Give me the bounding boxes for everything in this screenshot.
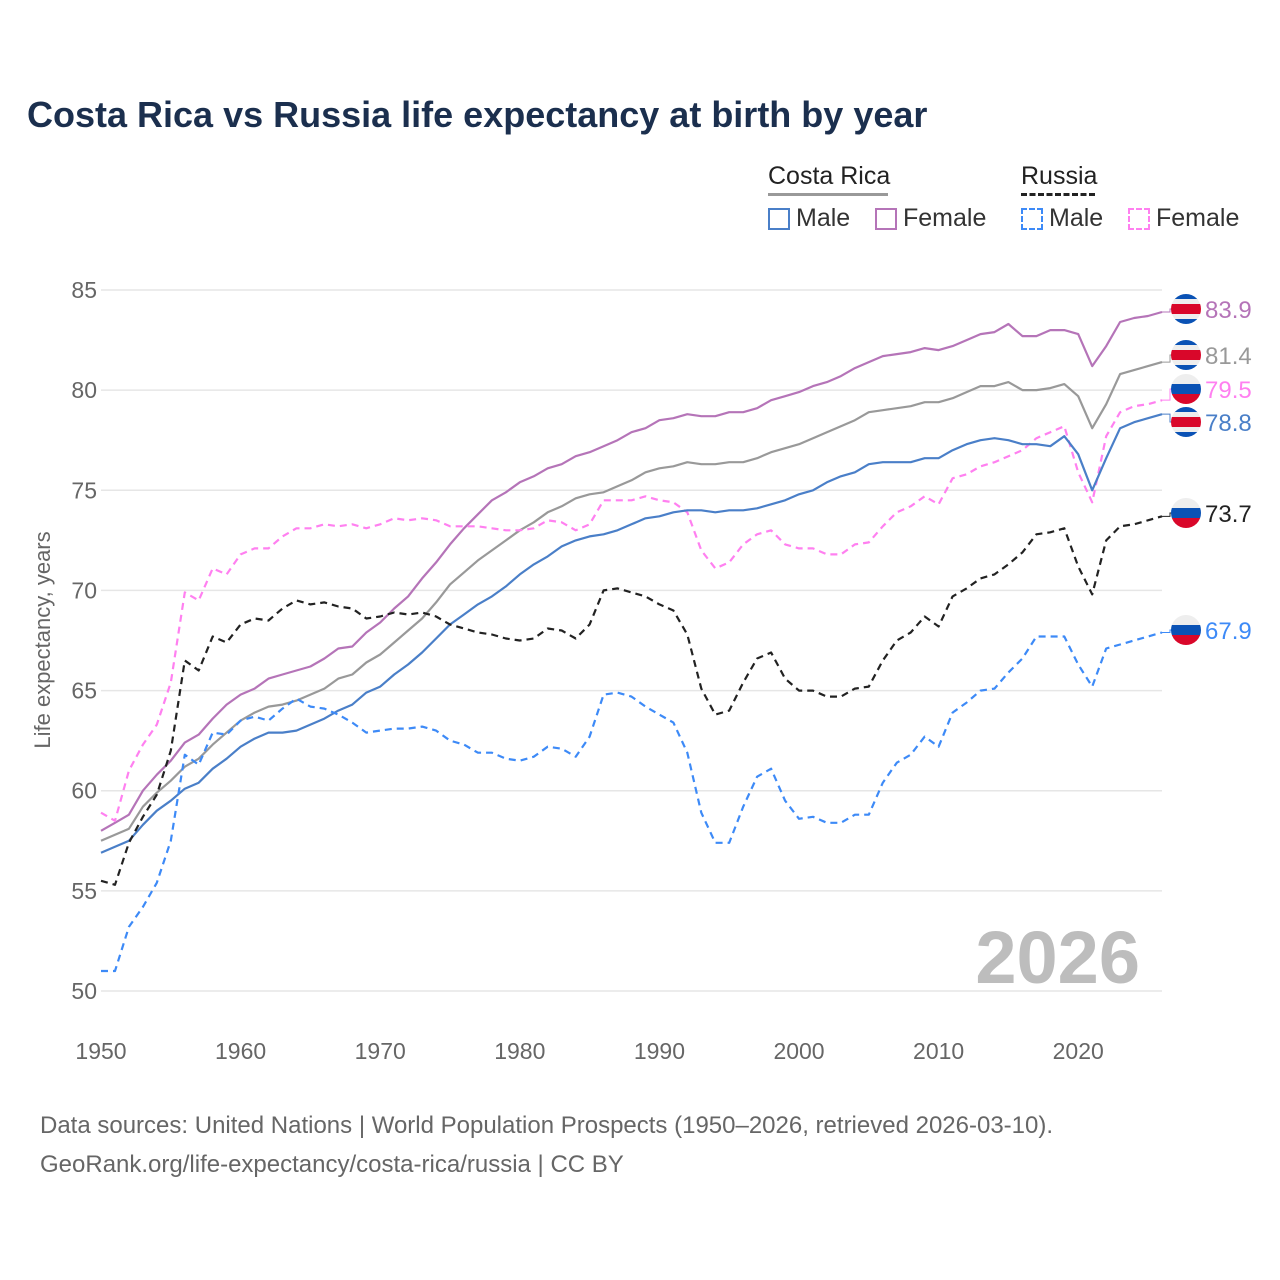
legend-swatch (768, 207, 790, 230)
costa-rica-flag-icon (1171, 340, 1201, 370)
legend-item-cr-female: Female (875, 204, 986, 233)
end-value-label: 81.4 (1205, 343, 1252, 370)
source-link[interactable]: GeoRank.org/life-expectancy/costa-rica/r… (40, 1151, 624, 1178)
series-line-russia-male (101, 631, 1163, 973)
y-tick-label: 70 (71, 577, 97, 603)
series-line-russia-female (100, 399, 1163, 822)
gridlines (101, 289, 1162, 992)
russia-flag-icon (1171, 615, 1201, 645)
legend-dashed-line (1021, 193, 1095, 196)
legend-label: Male (796, 204, 851, 232)
costa-rica-flag-icon (1171, 294, 1201, 324)
legend-swatch (1128, 207, 1150, 230)
legend-item-ru-female: Female (1128, 204, 1239, 233)
legend-label: Female (903, 204, 987, 232)
legend-group-russia: Russia (1021, 162, 1097, 196)
end-value-label: 67.9 (1205, 618, 1252, 645)
x-tick-label: 2000 (773, 1038, 824, 1064)
y-tick-label: 75 (71, 477, 97, 503)
y-axis-label: Life expectancy, years (30, 531, 55, 748)
legend-label: Male (1049, 204, 1104, 232)
y-tick-label: 60 (71, 778, 97, 804)
costa-rica-flag-icon (1171, 407, 1201, 437)
series-line-costa-rica-total (100, 361, 1163, 842)
y-tick-label: 85 (71, 277, 97, 303)
y-tick-label: 65 (71, 678, 97, 704)
series-lines (100, 310, 1163, 973)
x-tick-label: 1990 (634, 1038, 685, 1064)
legend-item-cr-male: Male (768, 204, 850, 233)
russia-flag-icon (1171, 374, 1201, 404)
x-tick-label: 1970 (355, 1038, 406, 1064)
data-source: Data sources: United Nations | World Pop… (40, 1112, 1054, 1139)
y-tick-label: 50 (71, 978, 97, 1004)
series-line-costa-rica-male (100, 413, 1163, 854)
x-tick-label: 1960 (215, 1038, 266, 1064)
legend-group-label: Russia (1021, 162, 1098, 190)
series-line-costa-rica-female (100, 310, 1163, 832)
chart-title: Costa Rica vs Russia life expectancy at … (27, 94, 928, 135)
x-tick-label: 2020 (1053, 1038, 1104, 1064)
legend-swatch (875, 207, 897, 230)
end-value-label: 78.8 (1205, 410, 1252, 437)
russia-flag-icon (1171, 498, 1201, 528)
x-tick-label: 2010 (913, 1038, 964, 1064)
end-value-label: 79.5 (1205, 377, 1252, 404)
y-tick-label: 80 (71, 377, 97, 403)
end-labels: 83.9 81.4 79.5 78.8 73.7 67.9 (1162, 294, 1252, 645)
legend-solid-line (768, 193, 888, 196)
end-value-label: 83.9 (1205, 297, 1252, 324)
x-tick-label: 1950 (75, 1038, 126, 1064)
footer: Data sources: United Nations | World Pop… (40, 1106, 1053, 1184)
axis-ticks: 50 55 60 65 70 75 80 85 1950 1960 1970 1980 1990 2000… (71, 277, 1103, 1064)
legend-group-label: Costa Rica (768, 162, 891, 190)
series-line-russia-total (100, 515, 1163, 886)
legend-label: Female (1156, 204, 1240, 232)
y-tick-label: 55 (71, 878, 97, 904)
legend-swatch (1021, 207, 1043, 230)
legend-group-costa-rica: Costa Rica (768, 162, 890, 196)
x-tick-label: 1980 (494, 1038, 545, 1064)
end-value-label: 73.7 (1205, 501, 1252, 528)
year-watermark: 2026 (975, 916, 1140, 999)
legend-item-ru-male: Male (1021, 204, 1103, 233)
